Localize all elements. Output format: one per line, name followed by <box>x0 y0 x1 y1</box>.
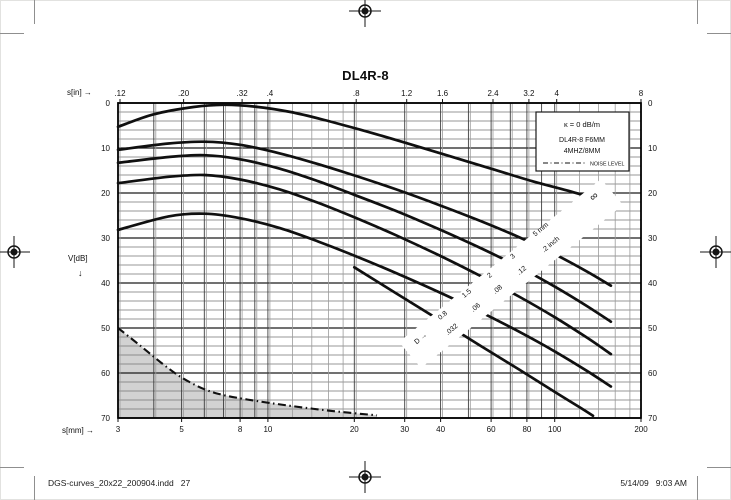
legend-frequency: 4MHZ/8MM <box>564 148 601 155</box>
y-tick-label-right: 0 <box>648 99 653 108</box>
axis-title-s-mm: s[mm] → <box>62 426 94 435</box>
curve-backwall <box>116 103 584 197</box>
noise-level-curve <box>117 327 378 417</box>
y-tick-label-right: 50 <box>648 324 657 333</box>
crop-mark-bottom-left-v <box>34 476 35 500</box>
y-tick-label-right: 60 <box>648 369 657 378</box>
crop-mark-top-left-h <box>0 33 24 34</box>
x-tick-label-mm: 80 <box>522 425 531 434</box>
x-tick-label-mm: 3 <box>116 425 121 434</box>
x-tick-label-mm: 200 <box>634 425 648 434</box>
crop-mark-bottom-left-h <box>0 467 24 468</box>
y-tick-label-right: 20 <box>648 189 657 198</box>
x-tick-label-inch: 2.4 <box>487 89 499 98</box>
x-tick-label-inch: .12 <box>114 89 126 98</box>
dgs-curves <box>116 103 613 418</box>
curve-label-band <box>399 179 623 368</box>
curve-label: .12 <box>516 265 528 277</box>
curve-label: 3 <box>509 253 517 261</box>
footer-filename: DGS-curves_20x22_200904.indd 27 <box>48 478 191 488</box>
curve-label: .08 <box>492 284 504 296</box>
crop-mark-bottom-right-v <box>697 476 698 500</box>
footer-datetime: 5/14/09 9:03 AM <box>620 478 687 488</box>
registration-target-icon <box>700 236 731 268</box>
y-tick-label-left: 20 <box>101 189 110 198</box>
y-tick-label-left: 70 <box>101 414 110 423</box>
curve-d2mm <box>116 173 613 356</box>
registration-target-icon <box>0 236 30 268</box>
curve-label: 1.5 <box>461 288 473 300</box>
legend-box <box>535 111 630 172</box>
curve-d5mm <box>116 140 613 288</box>
legend-model: DL4R-8 F6MM <box>559 137 605 144</box>
y-tick-label-left: 30 <box>101 234 110 243</box>
plot-border <box>117 102 642 419</box>
y-tick-label-right: 10 <box>648 144 657 153</box>
x-tick-label-mm: 10 <box>263 425 272 434</box>
y-tick-label-right: 30 <box>648 234 657 243</box>
axis-arrow-down-icon: ↓ <box>78 268 83 278</box>
noise-level-line <box>117 327 378 417</box>
x-tick-label-inch: 8 <box>639 89 644 98</box>
curve-d1_5mm <box>116 212 613 388</box>
x-tick-label-mm: 8 <box>238 425 243 434</box>
curve-label: 0.8 <box>437 310 449 322</box>
x-tick-label-mm: 40 <box>436 425 445 434</box>
registration-target-icon <box>349 461 381 493</box>
y-tick-label-right: 40 <box>648 279 657 288</box>
legend-kappa: κ = 0 dB/m <box>564 120 600 129</box>
axis-title-s-inch: s[in] → <box>67 88 92 97</box>
crop-mark-top-right-v <box>697 0 698 24</box>
curve-d0_8mm <box>352 265 595 418</box>
y-tick-label-right: 70 <box>648 414 657 423</box>
y-tick-label-left: 0 <box>106 99 111 108</box>
x-tick-label-inch: 4 <box>554 89 559 98</box>
legend-noise-label: NOISE LEVEL <box>590 162 624 168</box>
y-tick-label-left: 60 <box>101 369 110 378</box>
curve-label: 2 <box>486 272 494 280</box>
registration-target-icon <box>349 0 381 27</box>
x-tick-label-mm: 100 <box>548 425 562 434</box>
x-tick-label-inch: .32 <box>237 89 249 98</box>
x-tick-label-inch: .8 <box>353 89 360 98</box>
axis-title-v-db: V[dB] <box>68 254 88 263</box>
x-tick-label-inch: 3.2 <box>523 89 535 98</box>
x-tick-label-mm: 60 <box>487 425 496 434</box>
x-tick-label-mm: 5 <box>179 425 184 434</box>
curve-d3mm <box>116 153 613 324</box>
y-tick-label-left: 50 <box>101 324 110 333</box>
curve-label: .06 <box>470 302 482 314</box>
x-tick-label-mm: 30 <box>400 425 409 434</box>
legend: κ = 0 dB/m DL4R-8 F6MM 4MHZ/8MM NOISE LE… <box>535 111 630 172</box>
x-tick-label-mm: 20 <box>350 425 359 434</box>
crop-mark-top-left-v <box>34 0 35 24</box>
noise-region-fill <box>118 328 377 418</box>
x-tick-label-inch: 1.6 <box>437 89 449 98</box>
x-tick-label-inch: 1.2 <box>401 89 413 98</box>
y-tick-label-left: 10 <box>101 144 110 153</box>
y-tick-label-left: 40 <box>101 279 110 288</box>
crop-mark-bottom-right-h <box>707 467 731 468</box>
page-title: DL4R-8 <box>342 68 389 83</box>
x-tick-label-inch: .4 <box>267 89 274 98</box>
crop-mark-top-right-h <box>707 33 731 34</box>
axis-ticks: 3 5 8 10 20 30 40 60 80 100 200.12.20.32.4.8 1.2 1.6… <box>101 89 657 434</box>
x-tick-label-inch: .20 <box>178 89 190 98</box>
